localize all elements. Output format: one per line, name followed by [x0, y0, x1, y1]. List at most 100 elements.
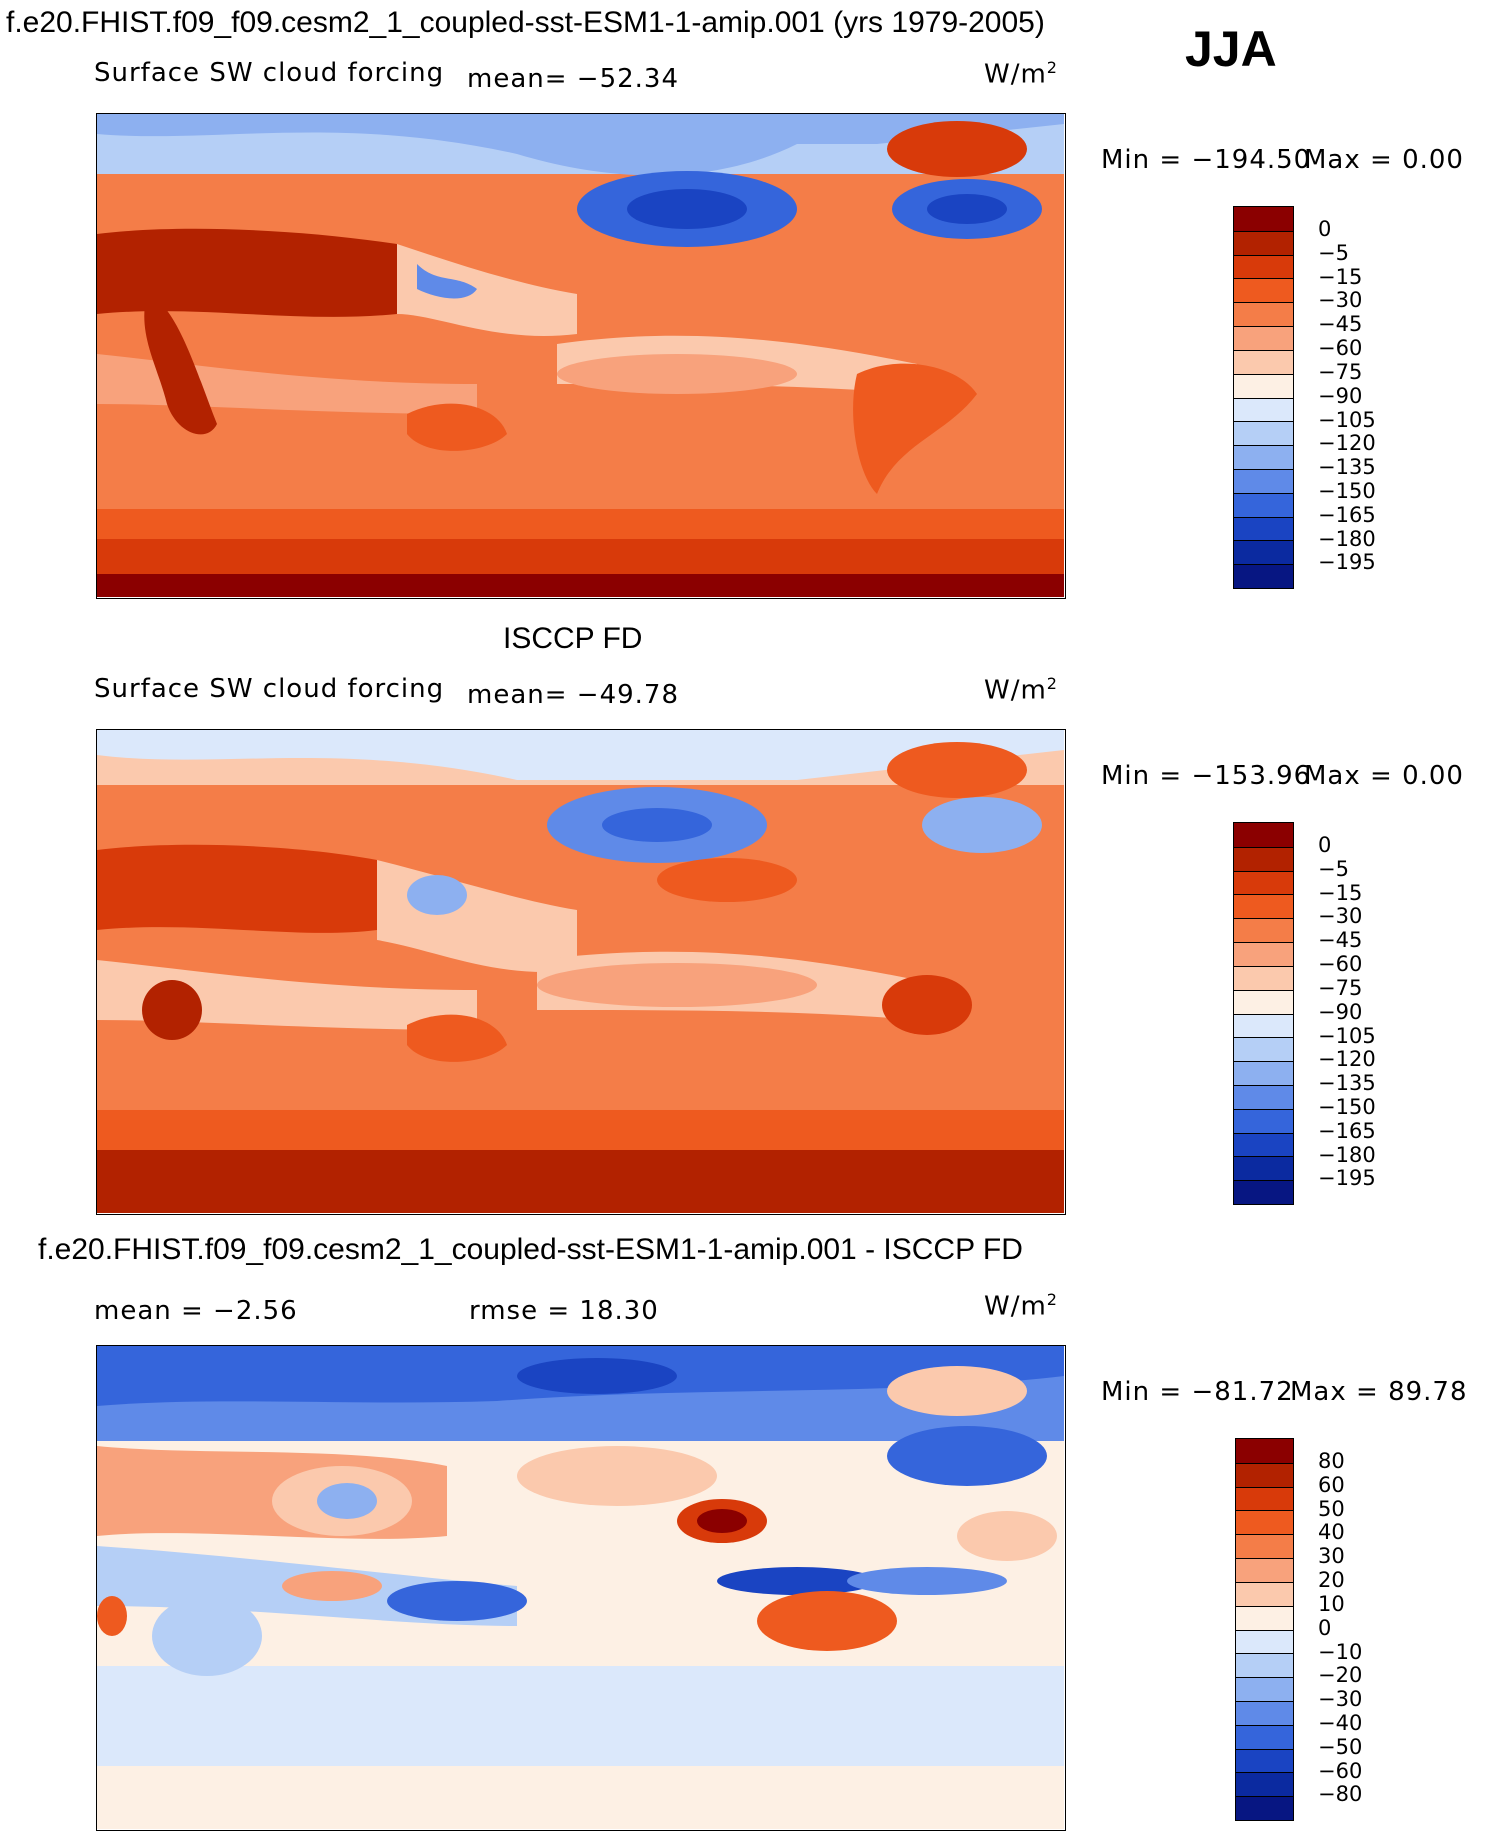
colorbar-tick-label: −45	[1318, 928, 1363, 953]
colorbar-tick-label: −165	[1318, 1118, 1376, 1143]
colorbar-swatch	[1236, 1700, 1293, 1725]
colorbar-tick-label: −120	[1318, 1047, 1376, 1072]
colorbar-tick-label: −75	[1318, 359, 1363, 384]
colorbar-swatch	[1234, 326, 1293, 350]
colorbar-swatch	[1234, 1037, 1293, 1062]
colorbar-tick-label: −135	[1318, 1071, 1376, 1096]
colorbar-tick-label: −60	[1318, 336, 1363, 361]
colorbar-swatch	[1234, 1013, 1293, 1038]
colorbar-swatch	[1236, 1558, 1293, 1582]
map-obs-field	[97, 730, 1064, 1213]
units-label: W/m2	[984, 58, 1058, 90]
map-model	[96, 113, 1066, 599]
panel-header-diff: f.e20.FHIST.f09_f09.cesm2_1_coupled-sst-…	[38, 1233, 1023, 1266]
colorbar-swatch	[1236, 1486, 1293, 1511]
colorbar-tick-label: −180	[1318, 526, 1376, 551]
colorbar-swatch	[1234, 564, 1293, 588]
colorbar-tick-label: −15	[1318, 264, 1363, 289]
colorbar-swatch	[1234, 894, 1293, 919]
mean-label: mean = −2.56	[94, 1296, 298, 1326]
colorbar-tick-label: 0	[1318, 833, 1332, 857]
colorbar-tick-label: −10	[1318, 1639, 1363, 1664]
colorbar-swatch	[1234, 918, 1293, 943]
colorbar-tick-label: −5	[1318, 240, 1349, 265]
map-model-field	[97, 114, 1064, 597]
colorbar-tick-label: −30	[1318, 1687, 1363, 1712]
max-label: Max = 89.78	[1290, 1377, 1468, 1407]
min-label: Min = −81.72	[1101, 1377, 1294, 1407]
colorbar-swatch	[1234, 397, 1293, 422]
colorbar-tick-label: 0	[1318, 1615, 1332, 1640]
colorbar-tick-label: −150	[1318, 1094, 1376, 1119]
colorbar-tick-label: −40	[1318, 1710, 1363, 1735]
colorbar-swatch	[1234, 540, 1293, 565]
colorbar-swatch	[1234, 207, 1293, 231]
colorbar-tick-label: 30	[1318, 1544, 1345, 1569]
colorbar-tick-label: −30	[1318, 288, 1363, 313]
colorbar-swatch	[1236, 1439, 1293, 1463]
colorbar-swatch	[1236, 1677, 1293, 1701]
colorbar-tick-label: −30	[1318, 904, 1363, 929]
colorbar-swatch	[1234, 965, 1293, 990]
units-label: W/m2	[984, 674, 1058, 706]
colorbar-tick-label: 0	[1318, 217, 1332, 241]
colorbar-tick-label: −75	[1318, 975, 1363, 1000]
colorbar-swatch	[1234, 989, 1293, 1014]
colorbar-swatch	[1234, 445, 1293, 469]
colorbar-tick-label: −90	[1318, 383, 1363, 408]
variable-label: Surface SW cloud forcing	[94, 674, 445, 704]
colorbar-swatch	[1234, 1132, 1293, 1157]
colorbar-swatch	[1234, 823, 1293, 847]
colorbar-tick-label: −195	[1318, 550, 1376, 575]
season-label: JJA	[1185, 21, 1277, 77]
colorbar-swatch	[1236, 1724, 1293, 1749]
colorbar-swatch	[1236, 1581, 1293, 1606]
colorbar-tick-label: −180	[1318, 1142, 1376, 1167]
colorbar-swatch	[1236, 1605, 1293, 1630]
colorbar-swatch	[1234, 254, 1293, 279]
colorbar-tick-label: −20	[1318, 1663, 1363, 1688]
colorbar-diff	[1235, 1438, 1294, 1821]
colorbar-tick-label: 10	[1318, 1591, 1345, 1616]
units-label: W/m2	[984, 1290, 1058, 1322]
colorbar-tick-label: −5	[1318, 856, 1349, 881]
colorbar-tick-label: −90	[1318, 999, 1363, 1024]
colorbar-tick-label: 40	[1318, 1520, 1345, 1545]
colorbar-swatch	[1236, 1462, 1293, 1487]
colorbar-swatch	[1236, 1772, 1293, 1797]
colorbar-tick-label: −105	[1318, 407, 1376, 432]
colorbar-tick-label: 50	[1318, 1496, 1345, 1521]
colorbar-swatch	[1234, 1108, 1293, 1133]
colorbar-swatch	[1236, 1796, 1293, 1820]
colorbar-swatch	[1234, 373, 1293, 398]
colorbar-swatch	[1234, 421, 1293, 446]
colorbar-swatch	[1234, 302, 1293, 327]
colorbar-tick-label: −165	[1318, 502, 1376, 527]
figure-title: f.e20.FHIST.f09_f09.cesm2_1_coupled-sst-…	[6, 6, 1045, 39]
colorbar-tick-label: −15	[1318, 880, 1363, 905]
max-label: Max = 0.00	[1304, 761, 1464, 791]
map-diff	[96, 1345, 1066, 1831]
colorbar-tick-label: −60	[1318, 1758, 1363, 1783]
panel-header-obs: ISCCP FD	[503, 622, 643, 655]
colorbar-swatch	[1236, 1510, 1293, 1535]
colorbar-swatch	[1234, 846, 1293, 871]
colorbar-swatch	[1234, 1180, 1293, 1204]
colorbar-tick-label: 60	[1318, 1472, 1345, 1497]
colorbar-swatch	[1236, 1629, 1293, 1654]
colorbar-tick-label: −105	[1318, 1023, 1376, 1048]
colorbar-tick-label: −135	[1318, 455, 1376, 480]
colorbar-swatch	[1234, 349, 1293, 374]
colorbar-tick-label: 80	[1318, 1449, 1345, 1473]
colorbar-swatch	[1234, 1156, 1293, 1181]
colorbar-swatch	[1236, 1534, 1293, 1559]
colorbar-model	[1233, 206, 1294, 589]
rmse-label: rmse = 18.30	[469, 1296, 659, 1326]
colorbar-swatch	[1236, 1748, 1293, 1773]
colorbar-swatch	[1234, 870, 1293, 895]
min-label: Min = −153.96	[1101, 761, 1312, 791]
colorbar-tick-label: −120	[1318, 431, 1376, 456]
variable-label: Surface SW cloud forcing	[94, 58, 445, 88]
colorbar-swatch	[1234, 1084, 1293, 1109]
colorbar-tick-label: −60	[1318, 952, 1363, 977]
